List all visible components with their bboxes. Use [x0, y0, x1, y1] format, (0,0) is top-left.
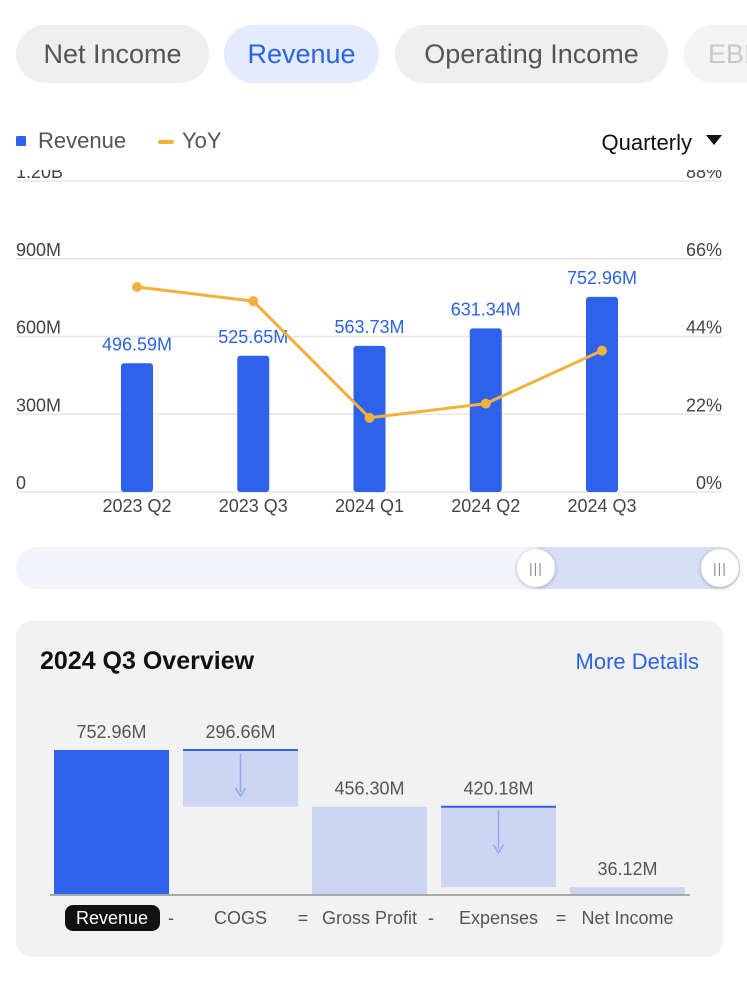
waterfall-operator: =	[556, 908, 567, 928]
more-details-link[interactable]: More Details	[575, 649, 699, 674]
yoy-point	[597, 345, 607, 356]
yoy-point	[132, 282, 142, 293]
left-axis-tick-label: 300M	[16, 395, 61, 415]
overview-card: 752.96M Revenue 296.66M COGS 456.30M Gross Pr…	[16, 621, 723, 957]
range-handle-left-icon[interactable]: |||	[517, 549, 555, 587]
range-handle-right-icon[interactable]: |||	[701, 549, 739, 587]
yoy-point	[480, 398, 491, 409]
waterfall-operator: -	[168, 908, 174, 928]
tab-ebit[interactable]: EBI	[684, 25, 747, 83]
left-axis-tick-label: 1.20B	[16, 170, 63, 182]
left-axis-tick-label: 0	[16, 473, 26, 493]
x-axis-tick-label: 2023 Q2	[102, 496, 171, 516]
left-axis-tick-label: 600M	[16, 318, 61, 338]
caret-down-icon	[706, 135, 722, 145]
x-axis-tick-label: 2024 Q1	[335, 496, 404, 516]
bar-value-label: 631.34M	[451, 299, 521, 319]
bar-value-label: 563.73M	[334, 317, 404, 337]
legend-line-swatch	[158, 140, 174, 144]
period-value: Quarterly	[601, 130, 692, 155]
period-dropdown[interactable]: Quarterly	[602, 126, 722, 160]
tab-operating-income[interactable]: Operating Income	[395, 25, 668, 83]
x-axis-tick-label: 2024 Q3	[567, 496, 636, 516]
legend-revenue-label: Revenue	[38, 128, 127, 153]
left-axis-tick-label: 900M	[16, 240, 61, 260]
right-axis-tick-label: 88%	[686, 170, 722, 182]
down-arrow-head	[234, 787, 247, 798]
metric-tabs: Net Income Revenue Operating Income EBI	[16, 25, 747, 85]
right-axis-tick-label: 44%	[686, 318, 722, 338]
bar-value-label: 752.96M	[567, 268, 637, 288]
legend-bar-swatch	[16, 136, 26, 146]
right-axis-tick-label: 66%	[686, 240, 722, 260]
tab-revenue[interactable]: Revenue	[224, 25, 379, 83]
waterfall-bar	[570, 887, 685, 894]
range-slider[interactable]	[16, 547, 740, 589]
x-axis-tick-label: 2024 Q2	[451, 496, 520, 516]
revenue-chart: 0 300M 600M 900M 1.20B 0% 22% 44% 66% 88% 496.59M 5…	[16, 170, 722, 516]
waterfall-value-label: 420.18M	[463, 779, 533, 799]
yoy-point	[364, 412, 375, 423]
bar-value-label: 525.65M	[218, 327, 288, 347]
revenue-bar	[586, 296, 618, 492]
right-axis-tick-label: 0%	[696, 473, 722, 493]
waterfall-chart: 752.96M Revenue 296.66M COGS 456.30M Gross Pr…	[50, 722, 690, 931]
waterfall-category-label: Net Income	[581, 908, 673, 928]
waterfall-value-label: 456.30M	[334, 779, 404, 799]
waterfall-category-label: Revenue	[76, 908, 148, 928]
revenue-bar	[469, 328, 502, 492]
yoy-point	[248, 296, 259, 307]
legend-yoy-label: YoY	[182, 128, 222, 153]
waterfall-operator: -	[428, 908, 434, 928]
x-axis-tick-label: 2023 Q3	[219, 496, 288, 516]
waterfall-operator: =	[298, 908, 309, 928]
overview-title: 2024 Q3 Overview	[40, 647, 255, 675]
right-axis-tick-label: 22%	[686, 395, 722, 415]
waterfall-bar	[312, 806, 427, 894]
waterfall-category-label: Expenses	[459, 908, 538, 928]
waterfall-value-label: 752.96M	[76, 722, 146, 742]
waterfall-category-label: Gross Profit	[322, 908, 417, 928]
down-arrow-head	[492, 844, 505, 855]
revenue-bar	[121, 363, 153, 492]
bar-value-label: 496.59M	[102, 334, 172, 354]
waterfall-selected-pill	[65, 905, 160, 931]
waterfall-category-label: COGS	[214, 908, 267, 928]
tab-net-income[interactable]: Net Income	[16, 25, 209, 83]
revenue-bar	[237, 355, 270, 492]
waterfall-bar	[54, 750, 169, 894]
waterfall-value-label: 36.12M	[597, 859, 657, 879]
waterfall-value-label: 296.66M	[205, 722, 275, 742]
